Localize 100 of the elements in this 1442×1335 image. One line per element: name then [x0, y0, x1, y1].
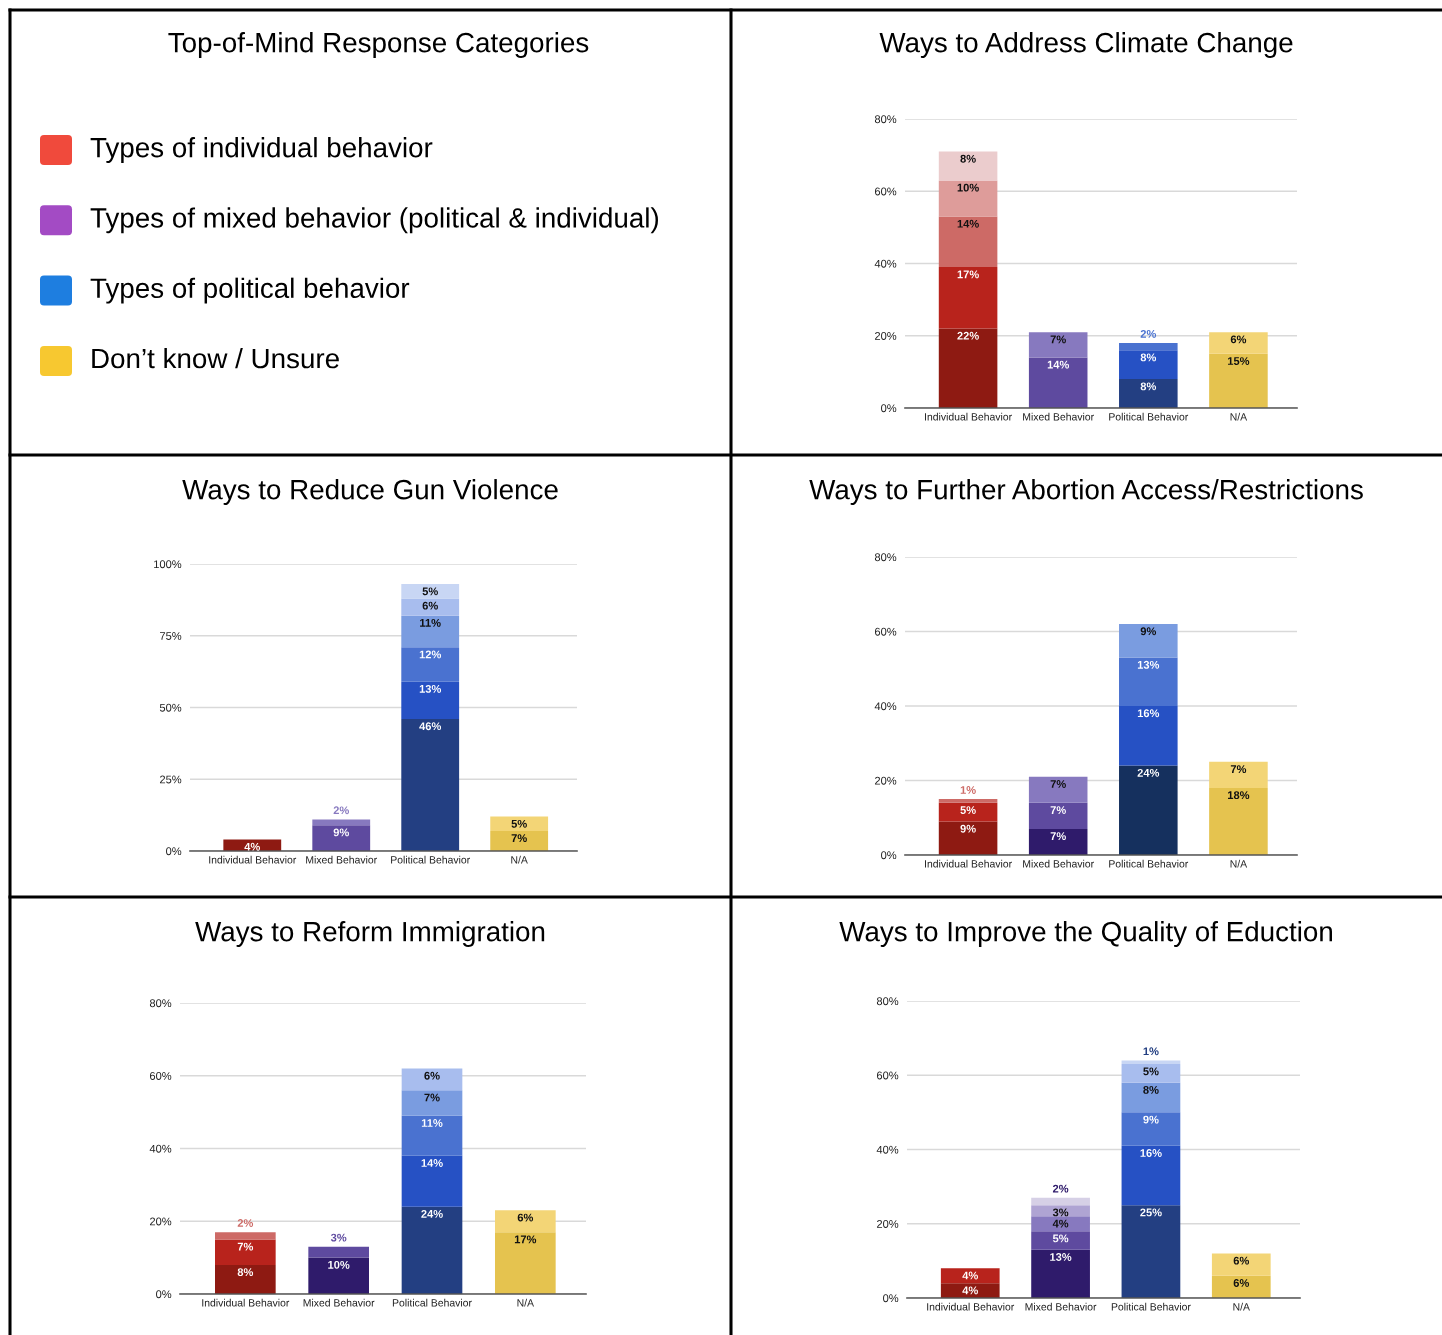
bar: [401, 718, 460, 851]
bar: [1031, 1216, 1090, 1232]
x-tick-label: Individual Behavior: [209, 855, 297, 864]
bar: [401, 647, 460, 682]
chart-title: Ways to Reduce Gun Violence: [182, 479, 558, 505]
data-label: 8%: [1140, 382, 1157, 391]
y-tick-label: 20%: [874, 776, 897, 785]
bar: [1121, 1064, 1181, 1083]
x-tick-label: N/A: [1233, 1302, 1250, 1311]
data-label: 4%: [244, 842, 261, 851]
data-label: 5%: [1143, 1067, 1159, 1076]
bar: [938, 267, 998, 329]
chart-title: Ways to Further Abortion Access/Restrictions: [809, 479, 1363, 505]
bar: [940, 1268, 1000, 1284]
data-label: 5%: [960, 806, 976, 815]
bar: [1211, 1275, 1271, 1298]
bar: [312, 819, 371, 826]
x-tick-label: Individual Behavior: [927, 1302, 1015, 1311]
text: Top-of-Mind Response Categories: [168, 32, 589, 58]
data-label: 7%: [237, 1242, 254, 1251]
x-tick-label: Mixed Behavior: [306, 855, 377, 864]
x-tick-label: Political Behavior: [1111, 1302, 1191, 1311]
bar: [1119, 765, 1178, 855]
y-tick-label: 20%: [876, 1220, 899, 1228]
data-label: 5%: [1052, 1234, 1069, 1243]
x-tick-label: Mixed Behavior: [1023, 412, 1094, 421]
data-label: 14%: [421, 1159, 443, 1167]
chart-title: Ways to Address Climate Change: [879, 32, 1293, 58]
y-tick-label: 80%: [874, 553, 897, 562]
bar: [1119, 657, 1178, 706]
data-label: 4%: [962, 1271, 978, 1280]
bar: [1121, 1205, 1181, 1298]
y-tick-label: 40%: [149, 1144, 172, 1153]
data-label: 5%: [511, 819, 527, 828]
bar: [401, 1115, 463, 1156]
y-tick-label: 0%: [166, 847, 182, 856]
y-tick-label: 0%: [883, 1294, 899, 1303]
bar: [938, 151, 998, 181]
y-tick-label: 0%: [881, 851, 897, 860]
bar: [1119, 342, 1178, 351]
bar: [215, 1264, 276, 1294]
data-label: 8%: [237, 1268, 254, 1277]
bar: [490, 816, 549, 831]
y-tick-label: 60%: [874, 187, 897, 196]
x-tick-label: Individual Behavior: [925, 859, 1012, 868]
bar: [938, 216, 998, 268]
y-tick-label: 0%: [156, 1290, 172, 1299]
bar: [1031, 1249, 1090, 1298]
bar: [401, 598, 460, 616]
data-label: 6%: [1233, 1279, 1250, 1287]
bar: [401, 615, 460, 648]
y-tick-label: 20%: [874, 332, 897, 340]
x-tick-label: N/A: [517, 1298, 534, 1307]
data-label: 46%: [419, 722, 442, 731]
bar: [215, 1239, 276, 1265]
bar: [490, 830, 549, 851]
x-tick-label: Political Behavior: [1109, 859, 1189, 868]
data-label: 14%: [1047, 360, 1070, 369]
data-label: 9%: [960, 824, 976, 833]
data-label: 6%: [1233, 1256, 1250, 1265]
bar: [1121, 1145, 1181, 1206]
data-label: 3%: [1052, 1208, 1069, 1217]
chart-title: Ways to Improve the Quality of Eduction: [839, 921, 1332, 947]
data-label: 13%: [1137, 660, 1160, 669]
bar: [1209, 787, 1268, 855]
text: Types of mixed behavior (political & individual): [90, 207, 658, 234]
bar: [308, 1257, 369, 1294]
y-tick-label: 60%: [149, 1072, 172, 1080]
bar: [938, 799, 998, 803]
data-label: 13%: [419, 684, 442, 693]
data-label: 12%: [419, 650, 442, 659]
text: Don’t know / Unsure: [92, 347, 339, 369]
y-tick-label: 25%: [159, 775, 182, 784]
data-label: 2%: [1140, 329, 1157, 338]
bar: [308, 1246, 369, 1258]
bar: [401, 1090, 463, 1116]
y-tick-label: 100%: [154, 560, 182, 569]
y-tick-label: 60%: [876, 1071, 899, 1080]
bar: [312, 825, 371, 851]
data-label: 4%: [962, 1286, 978, 1295]
bar: [1028, 802, 1088, 829]
x-tick-label: Mixed Behavior: [303, 1298, 375, 1307]
bar: [1121, 1060, 1181, 1065]
data-label: 4%: [1052, 1219, 1069, 1228]
data-label: 1%: [1143, 1047, 1159, 1056]
data-label: 11%: [420, 618, 441, 627]
bar: [1209, 332, 1268, 354]
x-tick-label: Individual Behavior: [925, 412, 1012, 421]
data-label: 7%: [1050, 832, 1066, 841]
data-label: 3%: [330, 1233, 347, 1242]
y-tick-label: 60%: [874, 627, 897, 636]
x-tick-label: N/A: [1230, 412, 1248, 421]
data-label: 2%: [1052, 1184, 1069, 1193]
y-tick-label: 40%: [876, 1145, 899, 1154]
data-label: 7%: [1050, 335, 1066, 344]
bar: [1028, 828, 1088, 855]
x-tick-label: N/A: [1230, 859, 1248, 868]
data-label: 6%: [1230, 335, 1247, 344]
data-label: 2%: [333, 806, 349, 815]
x-tick-label: Mixed Behavior: [1023, 859, 1094, 868]
